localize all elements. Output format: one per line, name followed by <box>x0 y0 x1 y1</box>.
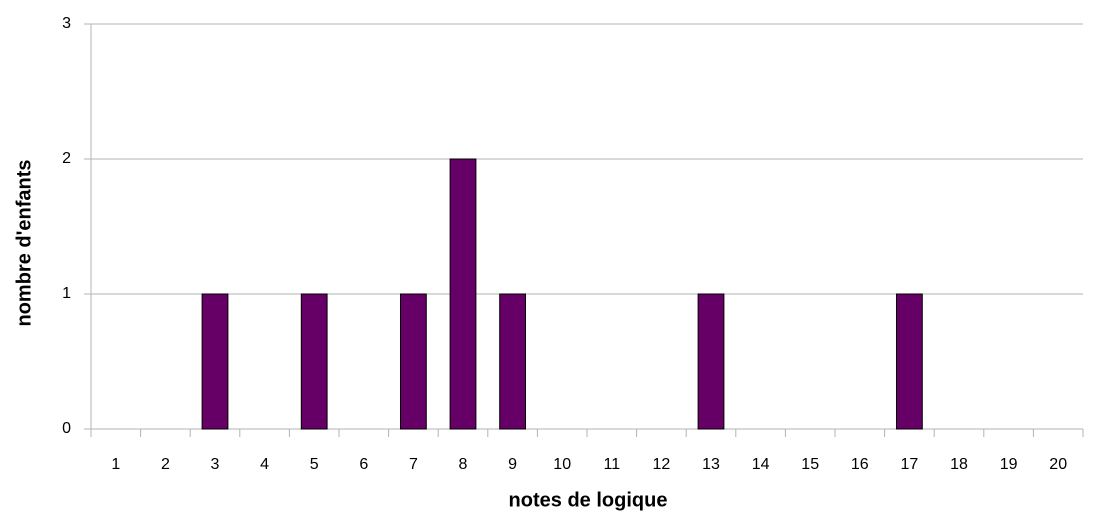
x-tick-label: 3 <box>211 456 220 473</box>
x-tick-label: 15 <box>801 456 819 473</box>
x-tick-label: 6 <box>359 456 368 473</box>
x-tick-label: 13 <box>702 456 720 473</box>
bar <box>300 293 328 430</box>
y-tick-label: 2 <box>62 150 71 167</box>
x-tick-label: 2 <box>161 456 170 473</box>
x-tick-label: 18 <box>950 456 968 473</box>
x-tick-label: 11 <box>603 456 620 473</box>
x-tick-label: 14 <box>752 456 770 473</box>
y-tick-label: 0 <box>62 420 71 437</box>
x-tick-label: 17 <box>901 456 919 473</box>
x-tick-label: 8 <box>459 456 468 473</box>
y-tick-label: 1 <box>62 285 71 302</box>
bar <box>400 293 427 430</box>
x-axis-label: notes de logique <box>509 489 668 511</box>
bar <box>201 293 229 430</box>
y-tick-label: 3 <box>62 15 71 32</box>
bar <box>896 293 923 430</box>
x-tick-label: 5 <box>310 456 319 473</box>
x-tick-label: 19 <box>1000 456 1018 473</box>
x-tick-label: 10 <box>553 456 571 473</box>
bar <box>499 293 526 430</box>
x-tick-label: 9 <box>508 456 517 473</box>
bar <box>697 293 725 430</box>
x-tick-label: 20 <box>1049 456 1067 473</box>
x-tick-label: 1 <box>111 456 120 473</box>
x-tick-label: 16 <box>851 456 869 473</box>
x-tick-label: 4 <box>260 456 269 473</box>
x-tick-label: 7 <box>409 456 418 473</box>
bar <box>449 158 477 430</box>
x-tick-label: 12 <box>653 456 671 473</box>
y-axis-label: nombre d'enfants <box>13 160 35 327</box>
